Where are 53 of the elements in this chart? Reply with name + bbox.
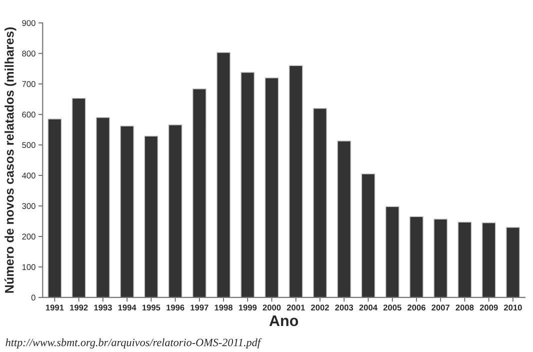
bar — [240, 72, 255, 298]
x-tick-label: 1995 — [142, 304, 160, 311]
x-tick-label: 1994 — [118, 304, 136, 311]
bar — [192, 88, 206, 298]
bar — [312, 108, 328, 298]
x-tick-label: 1992 — [70, 304, 88, 311]
y-tick-label: 300 — [22, 203, 36, 210]
x-axis-title: Ano — [269, 315, 298, 326]
x-tick-label: 1996 — [166, 304, 184, 311]
y-tick-label: 100 — [22, 264, 36, 270]
x-tick-label: 2000 — [262, 304, 281, 311]
bar — [144, 136, 158, 298]
y-tick-label: 700 — [22, 81, 36, 87]
y-axis-title: Número de novos casos relatados (milhares) — [4, 27, 16, 293]
bar — [48, 118, 62, 298]
x-tick-label: 2009 — [480, 304, 498, 311]
bar — [458, 222, 472, 298]
bar — [168, 124, 182, 298]
x-tick-label: 2010 — [504, 304, 522, 311]
y-tick-label: 0 — [31, 294, 36, 301]
y-tick-label: 500 — [22, 142, 36, 148]
y-tick-label: 200 — [22, 234, 36, 240]
bar — [337, 140, 352, 298]
x-tick-label: 2002 — [311, 304, 329, 311]
bar — [409, 216, 424, 298]
x-tick-label: 2007 — [432, 304, 450, 311]
x-tick-label: 1998 — [214, 304, 233, 311]
y-tick-label: 600 — [22, 112, 36, 118]
x-tick-label: 2004 — [359, 304, 378, 311]
y-tick-label: 800 — [22, 50, 36, 56]
y-tick-label: 400 — [22, 172, 36, 179]
bar — [216, 52, 231, 298]
x-tick-label: 1991 — [46, 304, 64, 311]
x-tick-label: 2006 — [407, 304, 426, 311]
x-tick-label: 1997 — [190, 304, 208, 311]
x-tick-label: 1999 — [238, 304, 257, 311]
x-tick-label: 2005 — [383, 304, 402, 311]
bar — [264, 77, 279, 298]
bar — [482, 222, 496, 298]
bar — [96, 117, 110, 298]
bar — [72, 98, 86, 298]
bar — [288, 65, 303, 298]
bar — [434, 218, 448, 298]
x-tick-label: 2003 — [335, 304, 354, 311]
bar — [120, 126, 134, 298]
bar — [506, 226, 520, 298]
bar — [385, 206, 400, 298]
y-tick-label: 900 — [22, 20, 36, 26]
x-tick-label: 2001 — [286, 304, 305, 311]
text: http://www.sbmt.org.br/arquivos/relatorio-OMS-2011.pdf — [6, 338, 262, 348]
bar — [361, 173, 376, 298]
x-tick-label: 1993 — [94, 304, 112, 311]
x-tick-label: 2008 — [456, 304, 474, 311]
